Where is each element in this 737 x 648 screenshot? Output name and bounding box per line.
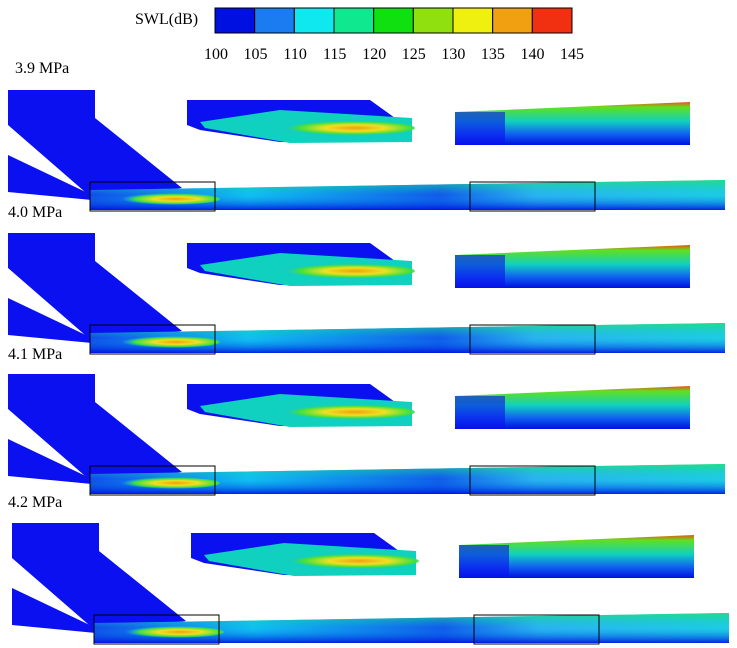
colorbar-cell xyxy=(452,7,494,34)
colorbar-tick-label: 115 xyxy=(322,46,347,63)
colorbar-cell xyxy=(293,7,335,34)
panel-label: 4.2 MPa xyxy=(8,494,63,511)
colorbar-tick-label: 120 xyxy=(362,46,387,63)
colorbar-title: SWL(dB) xyxy=(135,11,199,28)
colorbar-tick-label: 125 xyxy=(401,46,426,63)
panel-label: 4.0 MPa xyxy=(8,204,63,221)
colorbar-tick-label: 130 xyxy=(441,46,466,63)
colorbar-cell xyxy=(214,7,256,34)
colorbar-cell xyxy=(492,7,533,34)
colorbar-tick-label: 140 xyxy=(520,46,545,63)
panel-4-2-mpa xyxy=(11,522,730,645)
colorbar-cell xyxy=(373,7,414,34)
panel-label: 3.9 MPa xyxy=(15,60,70,77)
colorbar-tick-label: 145 xyxy=(560,46,584,63)
colorbar-cell xyxy=(412,7,454,34)
colorbar-tick-label: 110 xyxy=(283,46,307,63)
colorbar-tick-label: 100 xyxy=(204,46,228,63)
panel-label: 4.1 MPa xyxy=(8,346,63,363)
panel-3-9-mpa xyxy=(7,89,726,212)
colorbar-cell xyxy=(333,7,375,34)
colorbar-tick-label: 105 xyxy=(243,46,268,63)
panel-4-0-mpa xyxy=(7,232,726,355)
panel-4-1-mpa xyxy=(7,373,726,496)
colorbar-tick-label: 135 xyxy=(480,46,505,63)
colorbar-cell xyxy=(531,7,573,34)
colorbar-cell xyxy=(254,7,295,34)
